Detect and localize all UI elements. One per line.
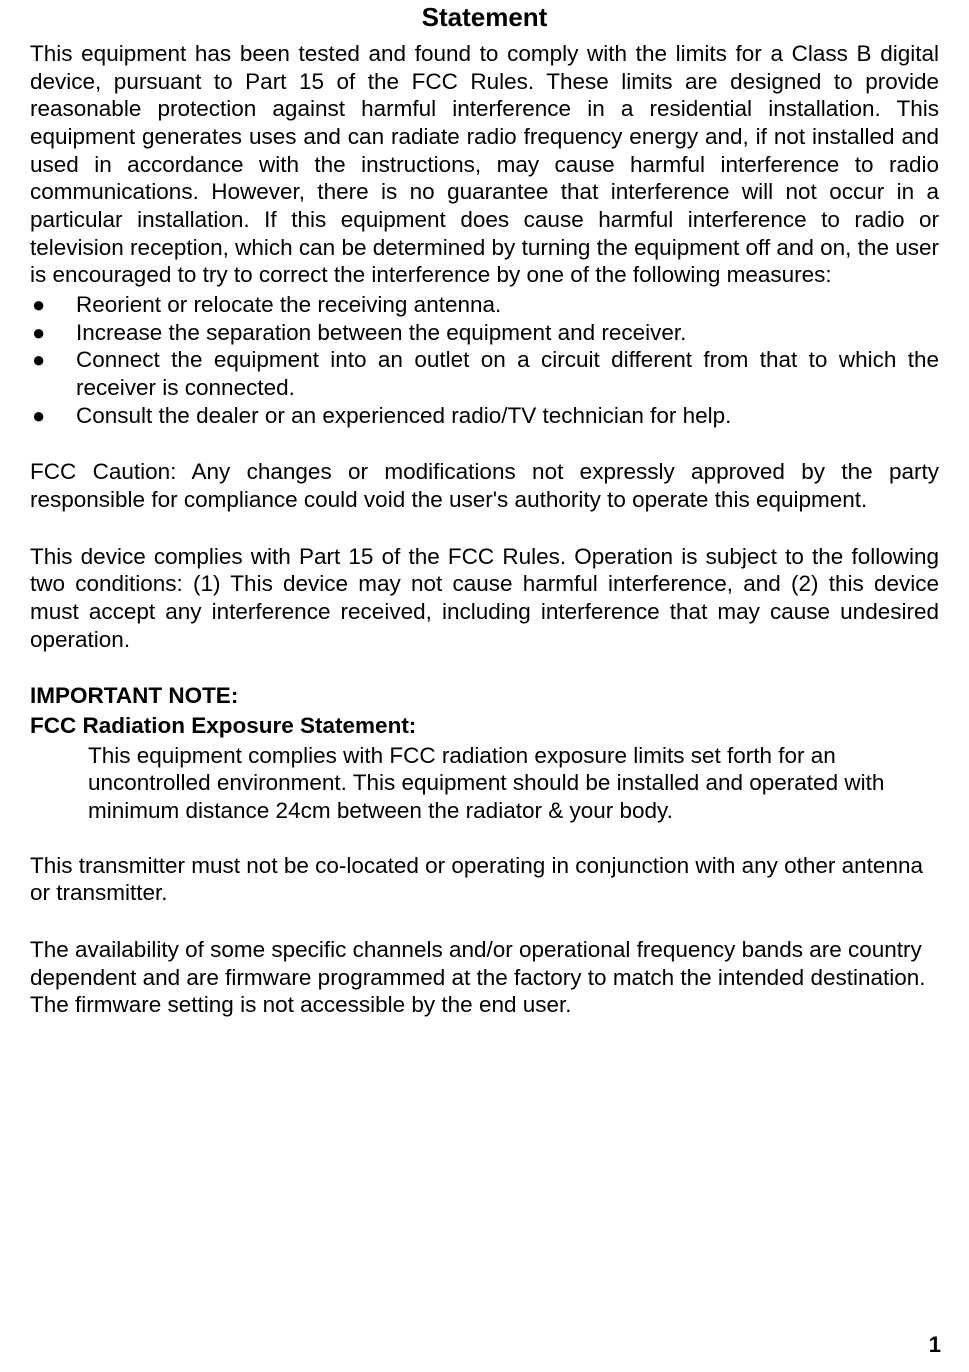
channels-paragraph: The availability of some specific channe… [30, 936, 939, 1019]
list-item-text: Consult the dealer or an experienced rad… [76, 402, 939, 430]
list-item: ● Consult the dealer or an experienced r… [30, 402, 939, 430]
radiation-exposure-body: This equipment complies with FCC radiati… [30, 742, 939, 825]
page-number: 1 [929, 1331, 941, 1358]
page-title: Statement [30, 0, 939, 34]
part15-paragraph: This device complies with Part 15 of the… [30, 543, 939, 654]
list-item: ● Increase the separation between the eq… [30, 319, 939, 347]
radiation-exposure-heading: FCC Radiation Exposure Statement: [30, 712, 939, 740]
spacer [30, 655, 939, 682]
measures-list: ● Reorient or relocate the receiving ant… [30, 291, 939, 429]
bullet-icon: ● [30, 291, 76, 318]
fcc-caution-paragraph: FCC Caution: Any changes or modification… [30, 458, 939, 513]
bullet-icon: ● [30, 346, 76, 373]
spacer [30, 431, 939, 458]
page-container: Statement This equipment has been tested… [0, 0, 969, 1372]
intro-paragraph: This equipment has been tested and found… [30, 40, 939, 289]
bullet-icon: ● [30, 319, 76, 346]
spacer [30, 825, 939, 852]
list-item: ● Reorient or relocate the receiving ant… [30, 291, 939, 319]
list-item-text: Connect the equipment into an outlet on … [76, 346, 939, 401]
bullet-icon: ● [30, 402, 76, 429]
transmitter-paragraph: This transmitter must not be co-located … [30, 852, 939, 907]
spacer [30, 909, 939, 936]
important-note-heading: IMPORTANT NOTE: [30, 682, 939, 710]
list-item-text: Increase the separation between the equi… [76, 319, 939, 347]
list-item: ● Connect the equipment into an outlet o… [30, 346, 939, 401]
spacer [30, 516, 939, 543]
list-item-text: Reorient or relocate the receiving anten… [76, 291, 939, 319]
